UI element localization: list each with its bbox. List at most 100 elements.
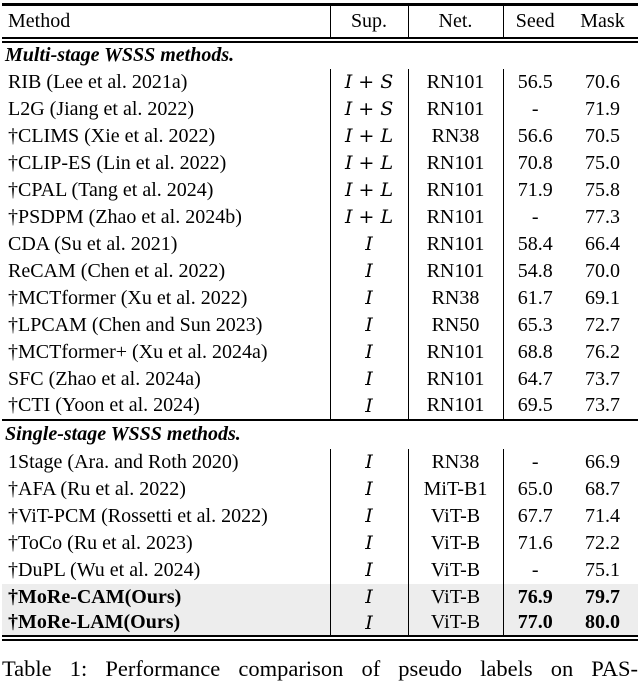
- cell-sup: I: [330, 502, 409, 530]
- cell-seed: 71.9: [517, 178, 553, 201]
- cell-net: RN50: [408, 311, 504, 339]
- cell-method: †MoRe-LAM(Ours): [2, 610, 331, 641]
- cell-seed: -: [531, 558, 539, 581]
- table-header: Method Sup. Net. Seed Mask: [2, 4, 638, 43]
- table-row: †CPAL (Tang et al. 2024) I + L RN101 71.9 75…: [2, 176, 638, 204]
- cell-mask: 71.9: [585, 97, 620, 120]
- cell-sup: I: [330, 610, 409, 641]
- cell-method: †CTI (Yoon et al. 2024): [2, 392, 331, 420]
- cell-sup: I: [330, 338, 409, 366]
- table-body: Multi-stage WSSS methods. RIB (Lee et al.…: [2, 40, 638, 641]
- cell-method: SFC (Zhao et al. 2024a): [2, 365, 331, 393]
- cell-mask: 70.0: [585, 259, 620, 282]
- cell-sup: I + L: [330, 149, 409, 177]
- cell-method: †ToCo (Ru et al. 2023): [2, 529, 331, 557]
- cell-seed: -: [531, 450, 539, 473]
- table-row: †CLIMS (Xie et al. 2022) I + L RN38 56.6 70.…: [2, 122, 638, 150]
- cell-net: RN101: [408, 230, 504, 258]
- cell-method: †CLIMS (Xie et al. 2022): [2, 122, 331, 150]
- table-row: †ViT-PCM (Rossetti et al. 2022) I ViT-B 67.…: [2, 502, 638, 530]
- section-header-row: Single-stage WSSS methods.: [2, 418, 638, 449]
- col-header-mask: Mask: [567, 4, 638, 43]
- cell-net: RN38: [408, 448, 504, 476]
- cell-seed: 76.9: [503, 583, 567, 611]
- cell-method: RIB (Lee et al. 2021a): [2, 68, 331, 96]
- cell-method: †LPCAM (Chen and Sun 2023): [2, 311, 331, 339]
- cell-method: †AFA (Ru et al. 2022): [2, 475, 331, 503]
- cell-method: CDA (Su et al. 2021): [2, 230, 331, 258]
- section-title: Multi-stage WSSS methods.: [5, 44, 235, 66]
- section-title: Single-stage WSSS methods.: [2, 418, 638, 449]
- cell-mask: 75.0: [585, 151, 620, 174]
- cell-sup: I + L: [330, 122, 409, 150]
- table-row: †AFA (Ru et al. 2022) I MiT-B1 65.0 68.7: [2, 475, 638, 503]
- cell-mask: 70.6: [585, 70, 620, 93]
- cell-sup: I: [330, 311, 409, 339]
- cell-sup: I: [330, 583, 409, 611]
- cell-seed: 77.0: [503, 610, 567, 641]
- cell-mask: 73.7: [585, 394, 620, 416]
- cell-seed: 64.7: [517, 367, 553, 390]
- table-row: †CLIP-ES (Lin et al. 2022) I + L RN101 70.8…: [2, 149, 638, 177]
- cell-net: RN101: [408, 392, 504, 420]
- cell-seed: 71.6: [517, 531, 553, 554]
- section-header-row: Multi-stage WSSS methods.: [2, 40, 638, 69]
- col-header-method: Method: [2, 4, 331, 43]
- cell-seed: 69.5: [517, 394, 553, 416]
- cell-mask: 72.2: [585, 531, 620, 554]
- cell-method: †CPAL (Tang et al. 2024): [2, 176, 331, 204]
- cell-seed: -: [531, 97, 539, 120]
- cell-net: RN101: [408, 149, 504, 177]
- cell-sup: I: [330, 257, 409, 285]
- cell-mask: 68.7: [585, 477, 620, 500]
- cell-mask: 66.4: [585, 232, 620, 255]
- cell-seed: 68.8: [517, 340, 553, 363]
- header-row: Method Sup. Net. Seed Mask: [2, 4, 638, 43]
- cell-method: ReCAM (Chen et al. 2022): [2, 257, 331, 285]
- cell-sup: I + L: [330, 203, 409, 231]
- cell-sup: I + S: [330, 68, 409, 96]
- cell-sup: I: [330, 448, 409, 476]
- cell-seed: 65.3: [517, 313, 553, 336]
- table-row: L2G (Jiang et al. 2022) I + S RN101 - 71.9: [2, 95, 638, 123]
- cell-net: RN101: [408, 95, 504, 123]
- cell-method: †MCTformer+ (Xu et al. 2024a): [2, 338, 331, 366]
- cell-method: †MoRe-CAM(Ours): [2, 583, 331, 611]
- cell-sup: I + S: [330, 95, 409, 123]
- table-row: †DuPL (Wu et al. 2024) I ViT-B - 75.1: [2, 556, 638, 584]
- cell-method: †MCTformer (Xu et al. 2022): [2, 284, 331, 312]
- cell-mask: 77.3: [585, 205, 620, 228]
- cell-sup: I: [330, 556, 409, 584]
- col-header-net: Net.: [408, 4, 504, 43]
- table-row: 1Stage (Ara. and Roth 2020) I RN38 - 66.9: [2, 448, 638, 476]
- table-caption: Table 1: Performance comparison of pseud…: [2, 655, 638, 681]
- cell-mask: 75.8: [585, 178, 620, 201]
- table-row: †MoRe-LAM(Ours) I ViT-B 77.0 80.0: [2, 610, 638, 641]
- cell-mask: 79.7: [567, 583, 638, 611]
- table-row: †PSDPM (Zhao et al. 2024b) I + L RN101 - 77.…: [2, 203, 638, 231]
- cell-seed: 56.6: [517, 124, 553, 147]
- cell-method: L2G (Jiang et al. 2022): [2, 95, 331, 123]
- table-row: SFC (Zhao et al. 2024a) I RN101 64.7 73.7: [2, 365, 638, 393]
- table-row: RIB (Lee et al. 2021a) I + S RN101 56.5 70.6: [2, 68, 638, 96]
- cell-mask: 70.5: [585, 124, 620, 147]
- cell-net: ViT-B: [408, 556, 504, 584]
- cell-mask: 66.9: [585, 450, 620, 473]
- cell-sup: I + L: [330, 176, 409, 204]
- cell-mask: 80.0: [567, 610, 638, 641]
- col-header-seed: Seed: [503, 4, 567, 43]
- cell-seed: 54.8: [517, 259, 553, 282]
- table-row: †CTI (Yoon et al. 2024) I RN101 69.5 73.7: [2, 392, 638, 420]
- cell-method: 1Stage (Ara. and Roth 2020): [2, 448, 331, 476]
- cell-net: RN101: [408, 203, 504, 231]
- cell-net: ViT-B: [408, 583, 504, 611]
- cell-seed: 56.5: [517, 70, 553, 93]
- cell-sup: I: [330, 230, 409, 258]
- cell-sup: I: [330, 475, 409, 503]
- table-row: †MCTformer+ (Xu et al. 2024a) I RN101 68.8 7…: [2, 338, 638, 366]
- cell-method: †PSDPM (Zhao et al. 2024b): [2, 203, 331, 231]
- cell-mask: 76.2: [585, 340, 620, 363]
- cell-mask: 71.4: [585, 504, 620, 527]
- cell-seed: -: [531, 205, 539, 228]
